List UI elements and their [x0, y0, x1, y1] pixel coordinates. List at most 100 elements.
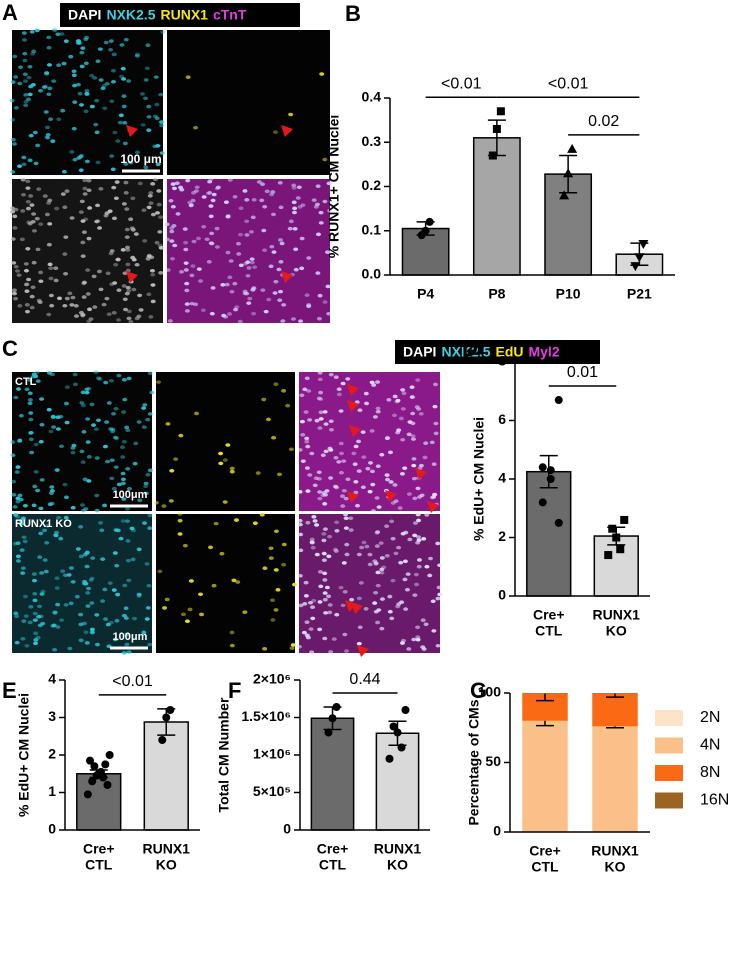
nucleus	[238, 232, 244, 237]
arrowhead	[126, 271, 138, 283]
nucleus	[113, 262, 119, 267]
nucleus	[270, 190, 276, 194]
data-point	[332, 703, 341, 711]
nucleus	[180, 612, 186, 617]
nucleus	[120, 477, 126, 482]
nucleus	[229, 643, 235, 648]
nucleus	[10, 237, 16, 241]
nucleus	[431, 629, 437, 633]
nucleus	[427, 573, 433, 578]
nucleus	[297, 518, 303, 523]
nucleus	[38, 270, 44, 275]
nucleus	[20, 177, 26, 182]
nucleus	[31, 578, 37, 583]
nucleus	[83, 37, 89, 42]
nucleus	[44, 212, 50, 217]
nucleus	[95, 203, 101, 208]
nucleus	[10, 137, 16, 142]
nucleus	[293, 267, 299, 272]
nucleus	[251, 197, 257, 202]
nucleus	[102, 503, 108, 508]
nucleus	[13, 264, 19, 269]
nucleus	[406, 647, 412, 651]
nucleus	[325, 284, 331, 289]
nucleus	[277, 298, 283, 302]
nucleus	[219, 551, 225, 556]
stain-header	[60, 3, 300, 27]
nucleus	[341, 459, 347, 463]
panel-letter: C	[2, 336, 18, 361]
nucleus	[21, 162, 27, 167]
nucleus	[61, 61, 67, 66]
nucleus	[379, 556, 385, 560]
nucleus	[360, 485, 366, 490]
nucleus	[156, 189, 162, 193]
data-point	[492, 124, 501, 133]
nucleus	[356, 641, 362, 646]
nucleus	[30, 285, 36, 290]
nucleus	[137, 498, 143, 502]
nucleus	[38, 506, 44, 511]
nucleus	[28, 411, 34, 415]
nucleus	[295, 196, 301, 200]
nucleus	[85, 591, 91, 595]
nucleus	[13, 106, 19, 110]
nucleus	[29, 30, 35, 34]
nucleus	[235, 580, 241, 584]
nucleus	[112, 637, 118, 642]
nucleus	[356, 552, 362, 557]
nucleus	[124, 632, 130, 637]
nucleus	[38, 614, 44, 619]
nucleus	[83, 630, 89, 635]
nucleus	[55, 625, 61, 629]
nucleus	[304, 466, 310, 470]
nucleus	[44, 125, 50, 130]
nucleus	[402, 577, 408, 582]
nucleus	[303, 580, 309, 585]
nucleus	[246, 266, 252, 270]
nucleus	[102, 587, 108, 592]
nucleus	[63, 603, 69, 607]
nucleus	[10, 170, 16, 174]
stain-header	[395, 340, 600, 364]
nucleus	[22, 594, 28, 599]
nucleus	[363, 391, 369, 396]
nucleus	[85, 268, 91, 272]
nucleus	[121, 651, 127, 655]
nucleus	[244, 219, 250, 224]
nucleus	[233, 518, 239, 522]
nucleus	[23, 99, 29, 104]
legend-label: 4N	[700, 737, 720, 754]
nucleus	[415, 378, 421, 382]
micrograph	[299, 514, 440, 653]
nucleus	[111, 486, 117, 491]
nucleus	[54, 586, 60, 590]
nucleus	[154, 240, 160, 245]
nucleus	[33, 442, 39, 447]
nucleus	[143, 165, 149, 170]
bar-segment	[522, 720, 568, 832]
nucleus	[36, 187, 42, 191]
nucleus	[277, 238, 283, 242]
nucleus	[15, 465, 21, 469]
nucleus	[94, 130, 100, 135]
nucleus	[291, 186, 297, 190]
nucleus	[234, 305, 240, 309]
nucleus	[29, 305, 35, 310]
nucleus	[344, 649, 350, 653]
stain-label: NXK2.5	[106, 7, 155, 23]
nucleus	[237, 319, 243, 324]
nucleus	[326, 181, 332, 186]
nucleus	[317, 627, 323, 632]
nucleus	[246, 301, 252, 305]
x-tick-label: RUNX1	[593, 607, 641, 623]
bar	[76, 773, 122, 831]
nucleus	[93, 370, 99, 374]
nucleus	[72, 372, 78, 377]
nucleus	[367, 489, 373, 494]
x-tick-label: CTL	[85, 857, 113, 873]
nucleus	[245, 274, 251, 278]
nucleus	[25, 199, 31, 204]
data-point	[397, 743, 406, 752]
y-tick-label: 0.2	[362, 177, 382, 193]
